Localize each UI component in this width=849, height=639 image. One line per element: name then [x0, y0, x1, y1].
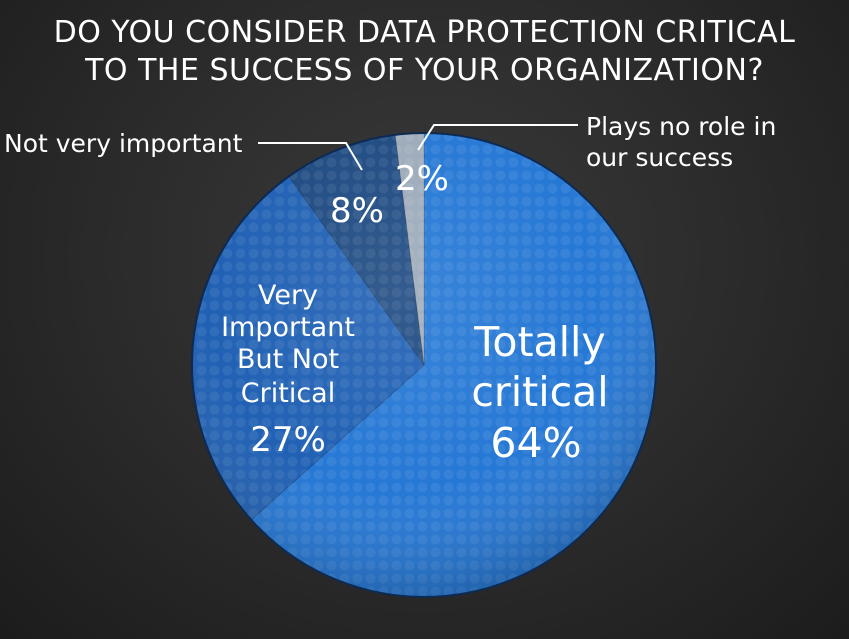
chart-title-line-1: DO YOU CONSIDER DATA PROTECTION CRITICAL	[53, 15, 796, 50]
label-totally-critical-line-2: critical	[471, 368, 608, 416]
leader-line-plays-no-role	[417, 124, 578, 151]
chart-title: DO YOU CONSIDER DATA PROTECTION CRITICAL…	[0, 14, 849, 90]
value-totally-critical: 64%	[490, 419, 581, 467]
value-very-important: 27%	[250, 420, 326, 460]
label-not-very-important: Not very important	[4, 129, 243, 158]
label-very-important-line-1: Very	[258, 280, 318, 311]
label-very-important-line-4: Critical	[241, 378, 335, 409]
value-plays-no-role: 2%	[395, 159, 449, 199]
label-very-important-line-2: Important	[221, 312, 355, 343]
label-plays-no-role-line-2: our success	[586, 143, 733, 172]
value-not-very-important: 8%	[330, 191, 384, 231]
pie-rim	[191, 132, 657, 598]
label-very-important-line-3: But Not	[237, 344, 339, 375]
pie-sheen	[192, 133, 656, 597]
chart-title-line-2: TO THE SUCCESS OF YOUR ORGANIZATION?	[85, 53, 764, 88]
leader-line-not-very-important	[258, 142, 363, 171]
label-plays-no-role-line-1: Plays no role in	[586, 112, 776, 141]
label-totally-critical-line-1: Totally	[473, 318, 605, 366]
